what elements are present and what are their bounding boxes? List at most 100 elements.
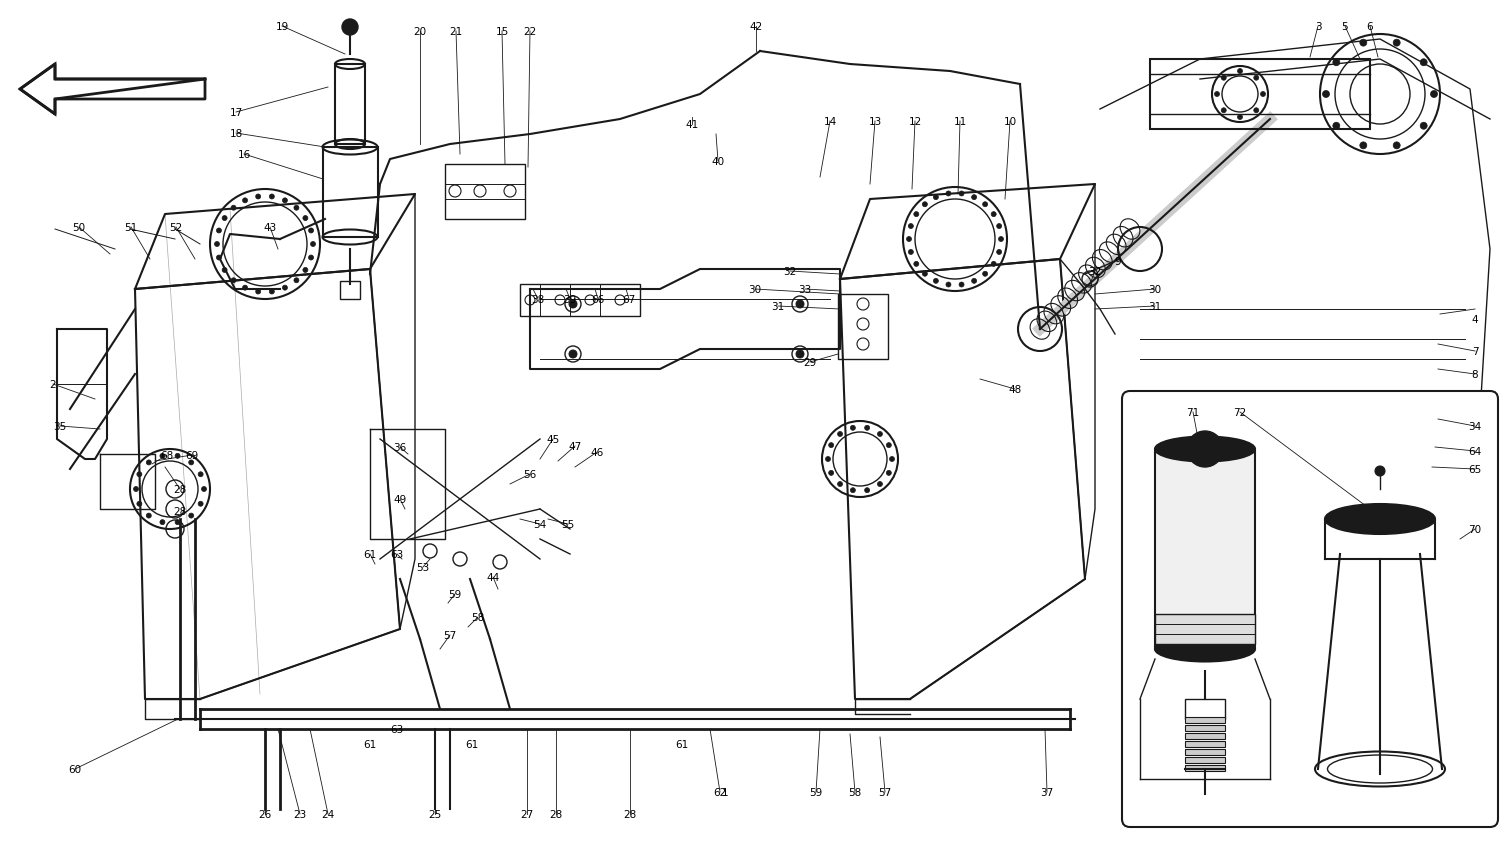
Text: 71: 71 [1186,408,1200,418]
Circle shape [294,206,298,211]
Circle shape [982,272,987,277]
Text: 58: 58 [471,612,484,622]
Circle shape [255,195,261,200]
Text: 61: 61 [363,549,376,560]
Ellipse shape [1324,505,1436,534]
Circle shape [992,213,996,218]
Circle shape [1221,109,1226,114]
Text: 9: 9 [1114,257,1122,267]
Text: 63: 63 [390,724,404,734]
Circle shape [996,250,1002,255]
Text: 27: 27 [520,809,534,819]
Text: 41: 41 [686,120,699,130]
Circle shape [189,513,194,518]
Circle shape [958,283,964,288]
Text: 8: 8 [1472,370,1479,380]
Bar [340,282,360,300]
Text: 59: 59 [810,787,822,797]
Circle shape [201,487,207,492]
Circle shape [568,350,578,359]
Text: 63: 63 [390,549,404,560]
Text: 58: 58 [849,787,861,797]
Circle shape [886,443,891,448]
Text: 7: 7 [1472,347,1479,356]
Circle shape [134,487,138,492]
Circle shape [909,225,914,230]
Text: 40: 40 [711,157,724,167]
Text: 30: 30 [1149,284,1161,295]
Text: 32: 32 [783,267,796,277]
Circle shape [864,425,870,430]
Text: 15: 15 [495,27,508,37]
Text: 60: 60 [69,764,81,774]
Bar [1185,699,1225,719]
Circle shape [1254,76,1258,81]
Circle shape [309,229,314,234]
Circle shape [303,216,307,221]
Text: 47: 47 [568,441,582,452]
Bar [1155,450,1256,649]
Circle shape [222,216,226,221]
Circle shape [231,206,236,211]
Circle shape [992,262,996,267]
Circle shape [147,460,152,465]
Circle shape [198,472,202,477]
Circle shape [136,472,142,477]
Circle shape [342,20,358,36]
Text: 53: 53 [417,562,429,572]
Bar [334,65,364,145]
Circle shape [796,300,804,309]
Text: 32: 32 [1089,267,1101,277]
Text: 39: 39 [564,295,576,305]
Text: 2: 2 [50,380,57,390]
Circle shape [1376,467,1384,476]
Circle shape [1254,109,1258,114]
Text: 11: 11 [954,116,966,127]
Text: 67: 67 [622,295,636,305]
Circle shape [886,471,891,476]
Text: 72: 72 [1233,408,1246,418]
Circle shape [1221,76,1226,81]
Text: 61: 61 [675,739,688,749]
Text: 68: 68 [160,451,174,461]
Circle shape [294,279,298,284]
Text: 64: 64 [1468,446,1482,457]
Text: 19: 19 [276,22,288,32]
Circle shape [1215,92,1219,97]
Text: 69: 69 [186,451,198,461]
Bar [839,295,888,360]
Text: 34: 34 [1468,421,1482,431]
Text: 1: 1 [722,787,729,797]
Circle shape [828,471,834,476]
Circle shape [222,268,226,273]
Text: 21: 21 [450,27,462,37]
Circle shape [1323,91,1329,99]
Text: 51: 51 [124,223,138,233]
Circle shape [878,432,882,437]
Circle shape [933,196,939,200]
Bar [1155,614,1256,644]
Circle shape [282,286,288,291]
Circle shape [1238,116,1242,121]
Circle shape [1420,60,1426,67]
Circle shape [1360,143,1366,149]
Circle shape [1431,91,1437,99]
Text: 50: 50 [72,223,86,233]
Circle shape [1394,143,1400,149]
Circle shape [1238,69,1242,74]
Text: 37: 37 [1041,787,1053,797]
Circle shape [996,225,1002,230]
Circle shape [147,513,152,518]
Text: 31: 31 [771,301,784,311]
Text: 18: 18 [230,129,243,138]
Text: 28: 28 [174,506,186,517]
Bar [1185,733,1225,739]
Circle shape [922,272,927,277]
Circle shape [878,482,882,487]
Text: 48: 48 [1008,385,1022,394]
Text: 49: 49 [393,495,406,505]
Text: 28: 28 [174,484,186,495]
Bar [322,148,378,238]
Circle shape [1260,92,1266,97]
Text: 66: 66 [591,295,604,305]
